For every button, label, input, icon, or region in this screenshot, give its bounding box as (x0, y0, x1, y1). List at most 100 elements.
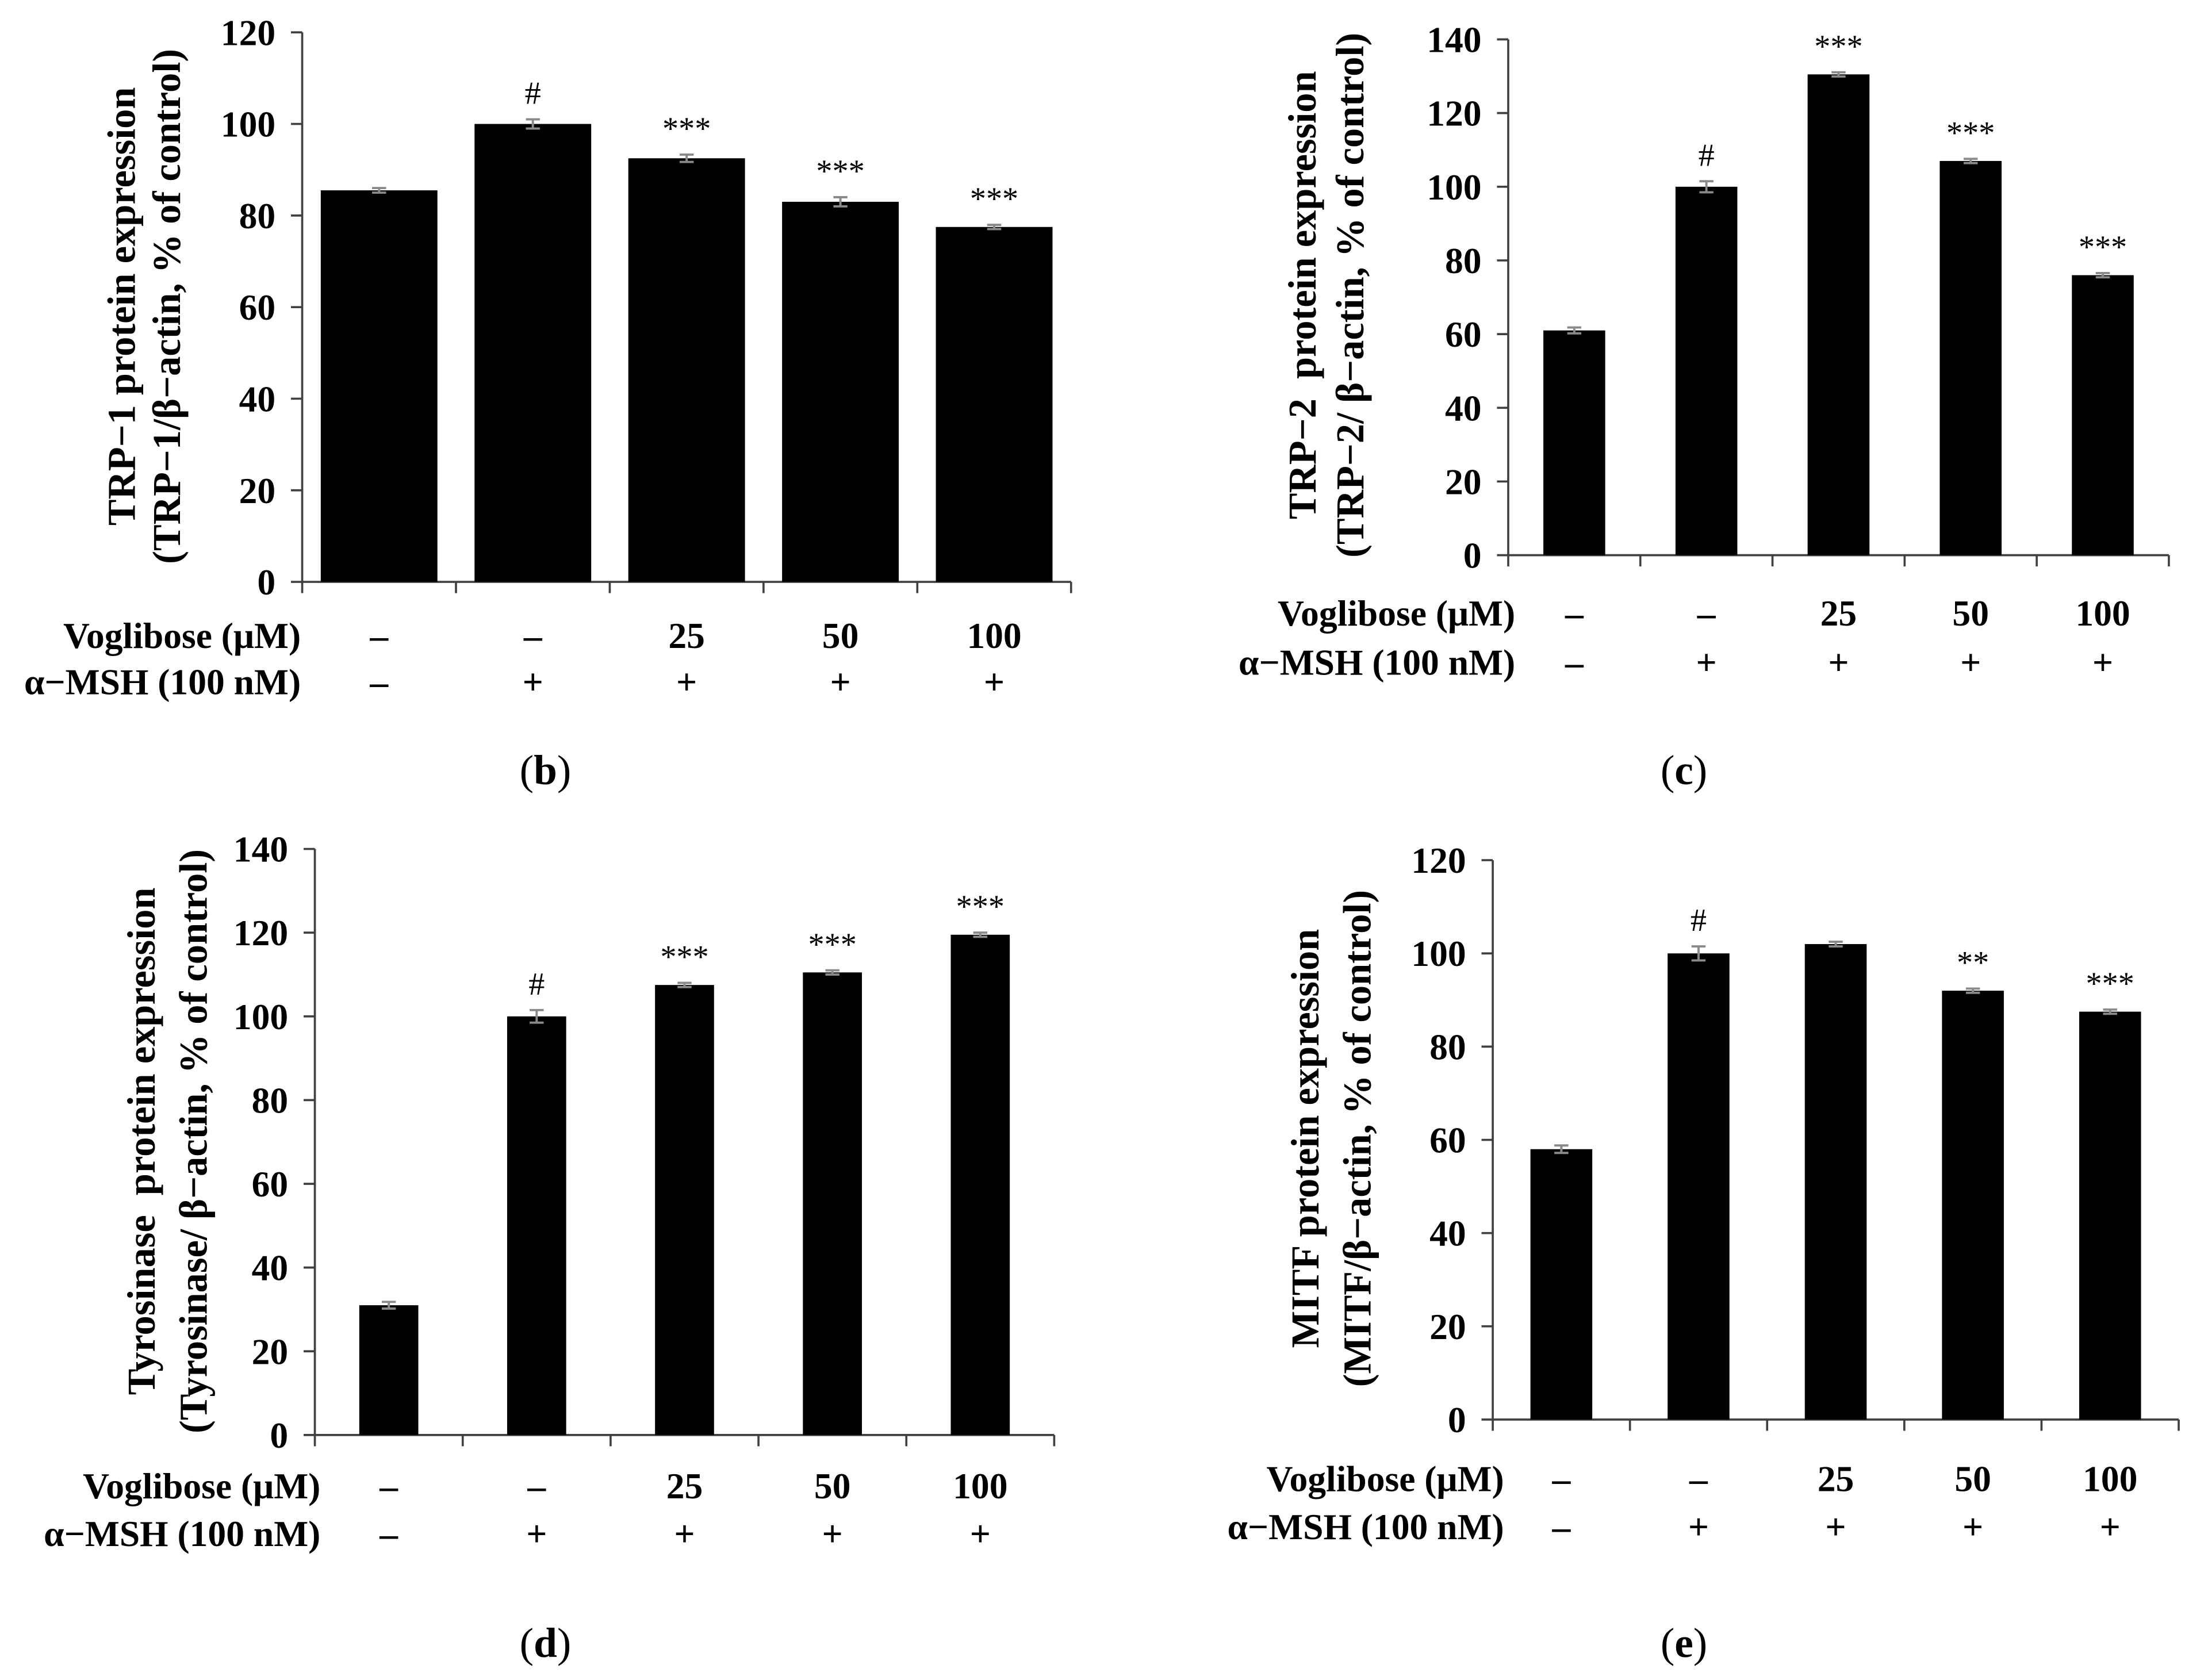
significance-label-b-3: *** (662, 111, 711, 147)
significance-label-c-2: # (1699, 137, 1715, 173)
condition-label-e-1: Voglibose (μM) (1266, 1459, 1504, 1499)
condition-value-c-1-3: 25 (1820, 593, 1857, 634)
y-tick-label-b-0: 0 (257, 562, 275, 603)
error-bar-c-4 (1963, 158, 1978, 164)
condition-value-b-2-3: + (676, 662, 697, 703)
y-tick-label-b-120: 120 (221, 12, 275, 53)
error-bar-c-1 (1567, 326, 1582, 335)
error-bar-b-2 (526, 118, 540, 130)
condition-value-d-2-2: + (526, 1513, 547, 1554)
bar-d-1 (359, 1305, 419, 1435)
condition-value-e-2-3: + (1825, 1506, 1846, 1547)
condition-value-e-1-1: – (1551, 1459, 1571, 1499)
y-tick-label-e-80: 80 (1429, 1026, 1466, 1067)
condition-value-d-1-4: 50 (814, 1466, 851, 1506)
y-axis-title-d-line-1: Tyrosinase protein expression (120, 888, 163, 1395)
condition-value-c-1-5: 100 (2075, 593, 2130, 634)
bar-b-3 (628, 158, 745, 582)
condition-value-b-1-4: 50 (822, 615, 859, 656)
condition-value-b-1-5: 100 (967, 615, 1021, 656)
y-tick-label-c-40: 40 (1445, 388, 1482, 428)
y-tick-label-b-60: 60 (239, 287, 276, 328)
bar-b-5 (936, 227, 1053, 582)
significance-label-c-4: *** (1946, 115, 1995, 151)
panel-label-c: (c) (1661, 747, 1707, 793)
condition-label-e-2: α−MSH (100 nM) (1227, 1506, 1504, 1547)
y-tick-label-c-140: 140 (1427, 19, 1481, 60)
y-tick-label-e-0: 0 (1448, 1399, 1466, 1440)
error-bar-c-5 (2095, 271, 2110, 279)
bar-e-5 (2079, 1011, 2141, 1420)
error-bar-d-5 (973, 931, 988, 938)
error-bar-d-2 (530, 1008, 544, 1024)
condition-value-c-2-2: + (1696, 642, 1717, 682)
condition-value-b-2-1: – (369, 662, 389, 703)
y-tick-label-b-80: 80 (239, 195, 276, 236)
error-bar-b-3 (679, 153, 694, 163)
condition-value-e-2-5: + (2100, 1506, 2121, 1547)
panel-d: 0 20 40 60 80 100 120 140 # *** *** *** Voglibose (μ… (44, 829, 1056, 1666)
bar-b-1 (320, 190, 438, 582)
error-bar-d-1 (381, 1301, 396, 1310)
condition-label-c-2: α−MSH (100 nM) (1239, 642, 1515, 682)
condition-value-c-1-4: 50 (1952, 593, 1989, 634)
bar-c-4 (1939, 160, 2002, 555)
error-bar-b-5 (987, 224, 1002, 231)
panel-label-part: ( (1661, 747, 1674, 793)
condition-value-b-1-3: 25 (668, 615, 705, 656)
bar-c-3 (1807, 74, 1870, 555)
condition-value-e-2-4: + (1962, 1506, 1983, 1547)
condition-label-b-1: Voglibose (μM) (63, 615, 301, 656)
panel-label-part: ) (1693, 1620, 1707, 1666)
significance-label-c-3: *** (1814, 29, 1862, 64)
y-tick-label-e-20: 20 (1429, 1306, 1466, 1347)
y-axis-title-c-line-2: (TRP−2/ β−actin, % of control) (1328, 33, 1372, 558)
condition-value-b-2-2: + (523, 662, 543, 703)
y-tick-label-d-80: 80 (252, 1080, 289, 1121)
condition-value-c-1-2: – (1697, 593, 1716, 634)
y-axis-title-d-line-2: (Tyrosinase/ β−actin, % of control) (171, 849, 215, 1433)
condition-value-b-1-1: – (369, 615, 389, 656)
y-tick-label-d-100: 100 (233, 996, 288, 1037)
significance-label-b-4: *** (816, 154, 864, 189)
panel-label-part: ) (1693, 747, 1707, 793)
condition-value-c-2-5: + (2092, 642, 2113, 682)
bar-e-2 (1668, 953, 1730, 1420)
y-tick-label-b-20: 20 (239, 470, 276, 511)
y-axis-title-e-line-2: (MITF/β−actin, % of control) (1335, 890, 1379, 1387)
condition-value-d-2-4: + (822, 1513, 843, 1554)
panel-label-part: ( (520, 747, 534, 793)
y-tick-label-c-80: 80 (1445, 240, 1482, 281)
condition-label-d-1: Voglibose (μM) (83, 1466, 320, 1506)
y-tick-label-c-120: 120 (1427, 93, 1481, 134)
panel-label-e: (e) (1661, 1620, 1707, 1666)
significance-label-e-5: *** (2086, 966, 2134, 1002)
y-tick-label-e-120: 120 (1411, 840, 1466, 881)
condition-value-e-1-5: 100 (2083, 1459, 2137, 1499)
y-tick-label-e-40: 40 (1429, 1213, 1466, 1254)
y-tick-label-d-120: 120 (233, 912, 288, 953)
error-bar-b-1 (372, 187, 386, 194)
panel-label-part: c (1674, 747, 1693, 793)
panel-label-d: (d) (520, 1620, 572, 1666)
error-bar-e-1 (1554, 1144, 1569, 1154)
condition-value-e-1-3: 25 (1818, 1459, 1854, 1499)
bar-d-3 (655, 985, 714, 1435)
bar-c-2 (1675, 186, 1738, 555)
bar-c-1 (1543, 330, 1605, 555)
y-tick-label-d-60: 60 (252, 1164, 289, 1205)
error-bar-d-3 (677, 981, 692, 988)
y-tick-label-c-0: 0 (1463, 535, 1482, 576)
y-axis-title-b-line-2: (TRP−1/β−actin, % of control) (145, 49, 189, 564)
panel-c: 0 20 40 60 80 100 120 140 # *** *** *** Voglibose (μ… (1239, 19, 2170, 793)
significance-label-e-4: ** (1957, 945, 1989, 981)
condition-value-d-2-1: – (379, 1513, 398, 1554)
bar-e-1 (1530, 1149, 1593, 1420)
condition-value-d-1-3: 25 (666, 1466, 703, 1506)
significance-label-d-5: *** (956, 889, 1005, 925)
panel-label-part: ) (557, 1620, 571, 1666)
error-bar-d-4 (825, 969, 840, 976)
bar-e-3 (1804, 944, 1867, 1420)
